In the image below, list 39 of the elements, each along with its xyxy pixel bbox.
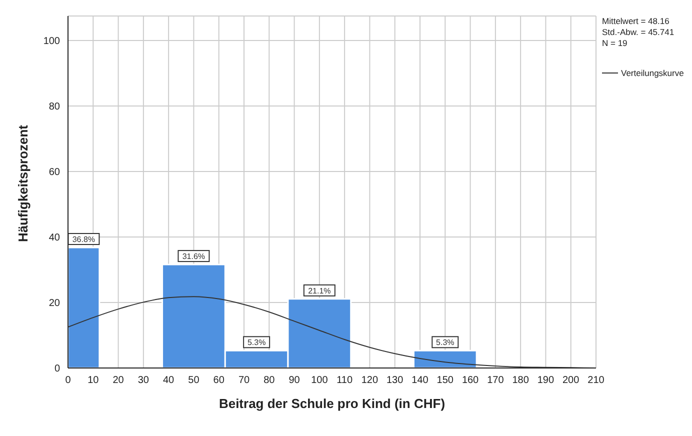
x-tick-label: 190 — [537, 375, 554, 386]
data-label: 5.3% — [436, 338, 454, 348]
data-label: 36.8% — [72, 235, 96, 244]
x-tick-label: 10 — [88, 375, 100, 386]
x-tick-label: 120 — [361, 375, 378, 386]
x-tick-label: 180 — [512, 375, 530, 386]
y-axis-title: Häufigkeitsprozent — [16, 124, 31, 242]
y-tick-label: 40 — [48, 232, 60, 244]
y-tick-label: 60 — [48, 167, 60, 178]
x-tick-label: 200 — [562, 375, 580, 386]
x-tick-label: 110 — [336, 375, 353, 386]
x-tick-label: 50 — [188, 375, 200, 386]
legend-label: Verteilungskurve — [621, 68, 684, 78]
x-tick-label: 170 — [487, 375, 504, 386]
x-tick-label: 90 — [288, 375, 300, 386]
x-tick-label: 140 — [412, 375, 429, 386]
y-tick-label: 20 — [48, 298, 60, 310]
text: N = 19 — [602, 38, 628, 49]
x-tick-label: 80 — [264, 375, 276, 386]
x-tick-label: 30 — [138, 375, 150, 386]
text: Mittelwert = 48.16 — [602, 16, 670, 27]
x-tick-label: 0 — [65, 375, 72, 386]
y-tick-label: 0 — [54, 364, 60, 375]
x-tick-label: 210 — [588, 375, 605, 386]
y-tick-label: 80 — [48, 102, 60, 113]
text: Std.-Abw. = 45.741 — [602, 27, 674, 38]
x-tick-label: 70 — [238, 375, 250, 386]
x-tick-label: 40 — [163, 375, 175, 386]
x-tick-label: 130 — [386, 375, 404, 386]
x-tick-label: 100 — [311, 375, 328, 386]
data-label: 31.6% — [182, 252, 206, 262]
y-tick-label: 100 — [43, 36, 60, 48]
x-tick-label: 160 — [462, 375, 480, 386]
x-tick-label: 150 — [436, 375, 454, 386]
x-tick-label: 20 — [112, 375, 124, 386]
data-label: 21.1% — [308, 286, 331, 296]
x-tick-label: 60 — [213, 375, 225, 386]
x-axis-title: Beitrag der Schule pro Kind (in CHF) — [218, 396, 446, 411]
data-label: 5.3% — [247, 338, 266, 348]
